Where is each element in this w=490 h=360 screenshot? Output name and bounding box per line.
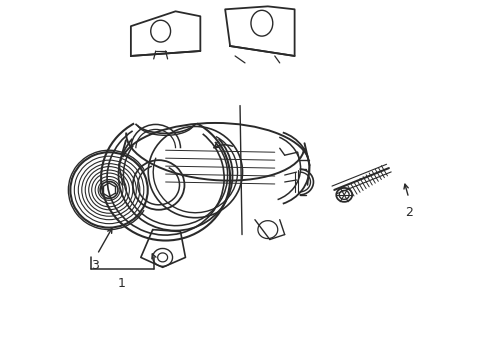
Text: 3: 3 xyxy=(91,260,99,273)
Text: 1: 1 xyxy=(118,277,126,290)
Text: 2: 2 xyxy=(405,206,413,219)
